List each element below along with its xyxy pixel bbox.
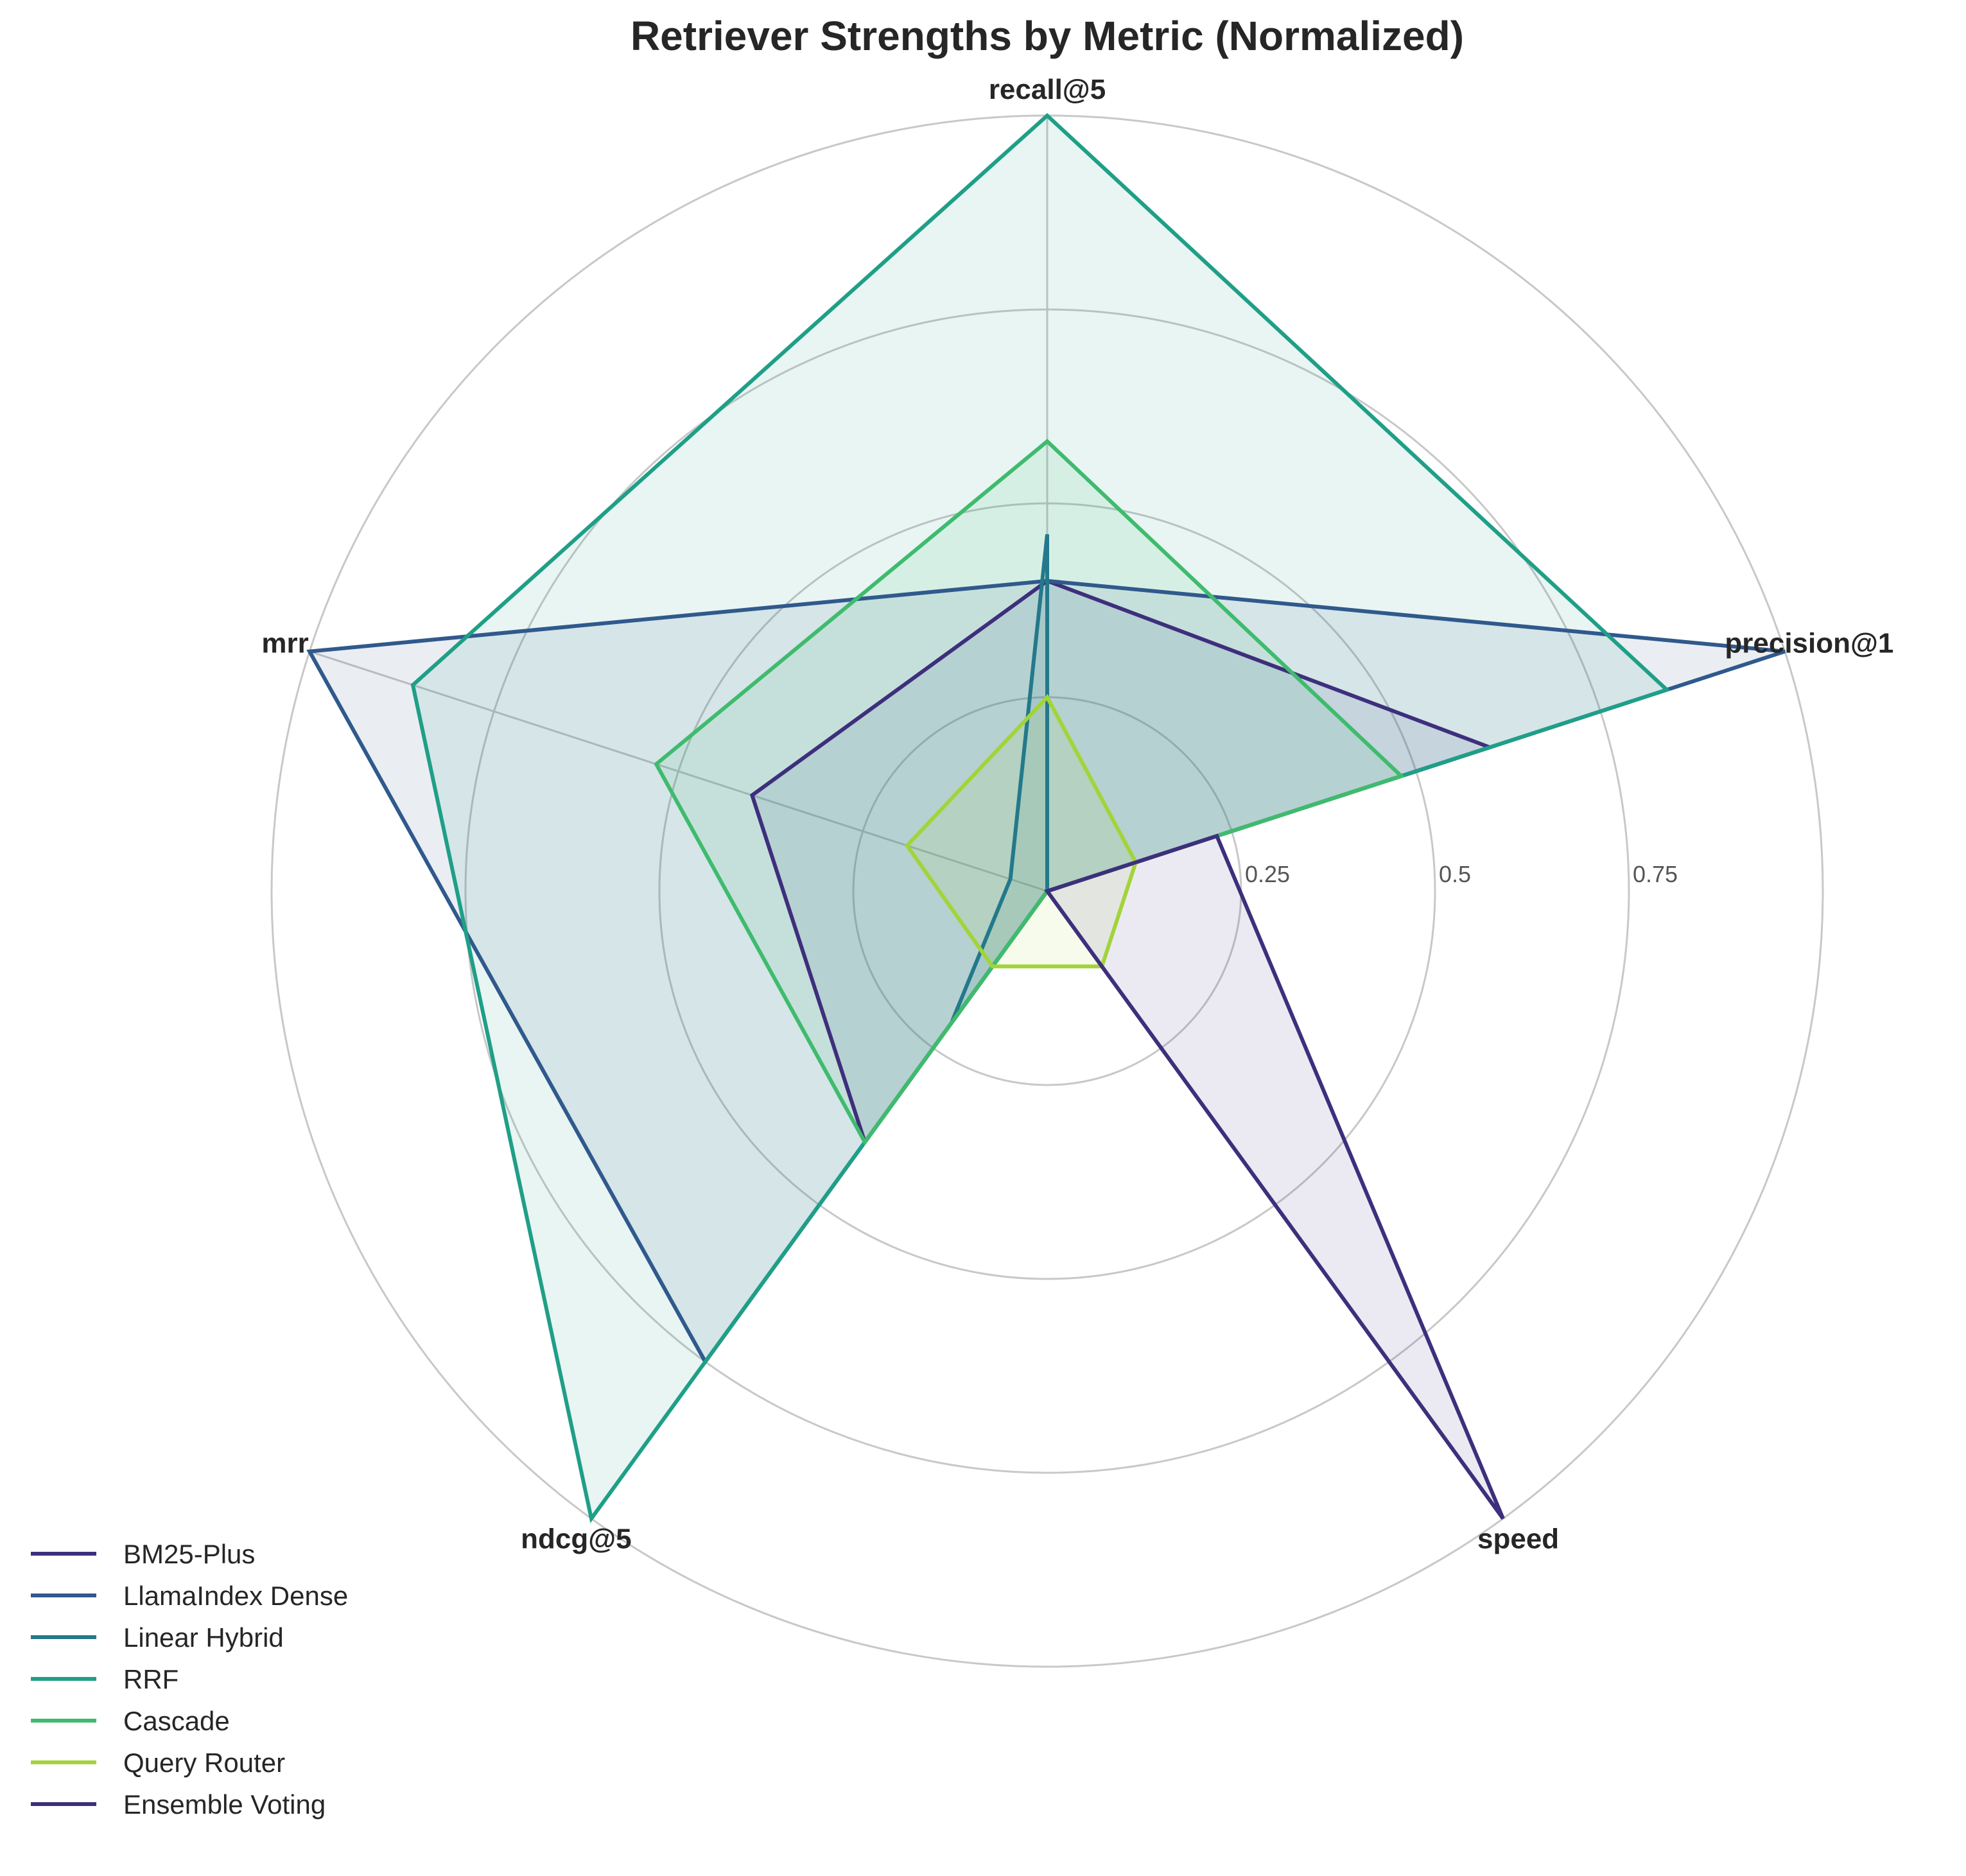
series-area-bm25-plus	[752, 580, 1490, 1142]
legend-label-rrf: RRF	[123, 1664, 178, 1694]
radial-tick-labels: 0.25 0.5 0.75	[1245, 861, 1678, 887]
grid-spoke-mrr	[309, 650, 1048, 892]
tick-label-3: 0.75	[1633, 861, 1678, 887]
tick-label-1: 0.25	[1245, 861, 1290, 887]
series-line-ensemble-voting	[1044, 833, 1505, 1520]
legend-label-llamaindex-dense: LlamaIndex Dense	[123, 1581, 348, 1611]
axis-label-recall-5: recall@5	[989, 74, 1106, 105]
legend: BM25-Plus LlamaIndex Dense Linear Hybrid RR…	[31, 1539, 348, 1820]
legend-label-cascade: Cascade	[123, 1706, 230, 1736]
legend-label-query-router: Query Router	[123, 1748, 285, 1778]
axis-labels: precision@1 recall@5 mrr ndcg@5 speed	[261, 74, 1893, 1555]
series-area-linear-hybrid	[951, 534, 1047, 1023]
series-area-query-router	[907, 697, 1136, 967]
series-area-cascade	[656, 441, 1402, 1142]
series-lines	[306, 112, 1786, 1524]
axis-label-precision-1: precision@1	[1725, 627, 1893, 659]
axis-label-mrr: mrr	[261, 627, 308, 659]
chart-title: Retriever Strengths by Metric (Normalize…	[631, 13, 1464, 59]
series-area-llamaindex-dense	[309, 580, 1785, 1362]
legend-label-linear-hybrid: Linear Hybrid	[123, 1622, 284, 1653]
series-area-ensemble-voting	[1047, 836, 1503, 1519]
legend-label-ensemble-voting: Ensemble Voting	[123, 1789, 326, 1820]
axis-label-speed: speed	[1477, 1524, 1559, 1555]
series-fills	[309, 116, 1785, 1519]
legend-label-bm25-plus: BM25-Plus	[123, 1539, 255, 1569]
axis-label-ndcg-5: ndcg@5	[521, 1524, 631, 1555]
tick-label-2: 0.5	[1439, 861, 1471, 887]
series-area-rrf	[413, 116, 1667, 1519]
series-line-query-router	[904, 693, 1138, 969]
